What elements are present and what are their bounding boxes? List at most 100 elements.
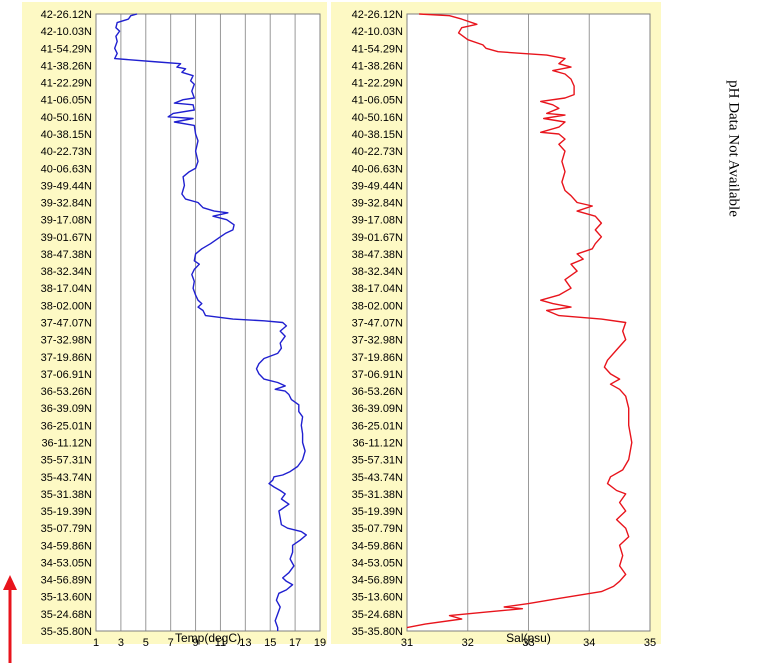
temp-y-tick-label: 39-01.67N [41, 232, 92, 244]
sal-x-tick-label: 31 [401, 637, 413, 649]
sal-y-tick-label: 39-49.44N [352, 180, 403, 192]
sal-y-tick-label: 36-53.26N [352, 386, 403, 398]
temp-x-tick-label: 13 [239, 637, 251, 649]
temp-y-tick-label: 35-13.60N [41, 592, 92, 604]
temp-y-tick-label: 36-39.09N [41, 403, 92, 415]
ph-unavailable-note: pH Data Not Available [700, 0, 767, 668]
temp-x-tick-label: 9 [192, 637, 198, 649]
temp-y-tick-label: 35-43.74N [41, 472, 92, 484]
sal-y-tick-label: 37-47.07N [352, 318, 403, 330]
sal-y-tick-label: 34-56.89N [352, 575, 403, 587]
temp-y-tick-label: 37-32.98N [41, 335, 92, 347]
sal-y-tick-label: 39-01.67N [352, 232, 403, 244]
temp-y-tick-label: 36-53.26N [41, 386, 92, 398]
temp-y-tick-label: 36-11.12N [41, 437, 92, 449]
sal-y-tick-label: 40-22.73N [352, 146, 403, 158]
sal-y-tick-label: 40-50.16N [352, 112, 403, 124]
temp-y-tick-label: 42-26.12N [41, 9, 92, 21]
temp-y-tick-label: 35-19.39N [41, 506, 92, 518]
sal-y-tick-label: 41-38.26N [352, 60, 403, 72]
sal-y-tick-label: 35-31.38N [352, 489, 403, 501]
sal-y-tick-label: 38-02.00N [352, 300, 403, 312]
sal-y-tick-label: 38-32.34N [352, 266, 403, 278]
sal-y-tick-label: 38-17.04N [352, 283, 403, 295]
sal-y-tick-label: 41-54.29N [352, 43, 403, 55]
sal-axis-title: Sal(psu) [506, 631, 551, 645]
temp-x-tick-label: 1 [93, 637, 99, 649]
sal-profile-line [406, 13, 633, 629]
temp-y-tick-label: 37-47.07N [41, 318, 92, 330]
sal-y-tick-label: 36-25.01N [352, 420, 403, 432]
temp-y-tick-label: 35-57.31N [41, 455, 92, 467]
temp-x-tick-label: 7 [168, 637, 174, 649]
temp-y-tick-label: 38-02.00N [41, 300, 92, 312]
temp-x-tick-label: 17 [289, 637, 301, 649]
temp-y-tick-label: 37-06.91N [41, 369, 92, 381]
temp-axis-title: Temp(degC) [175, 631, 241, 645]
temp-y-tick-label: 35-35.80N [41, 626, 92, 638]
arrow-head [3, 575, 17, 590]
temp-y-tick-label: 40-22.73N [41, 146, 92, 158]
sal-y-tick-label: 40-06.63N [352, 163, 403, 175]
temp-y-tick-label: 35-31.38N [41, 489, 92, 501]
temp-plot-frame [95, 13, 321, 632]
sal-y-tick-label: 41-22.29N [352, 78, 403, 90]
sal-y-tick-label: 37-19.86N [352, 352, 403, 364]
sal-plot-frame [406, 13, 651, 632]
temp-y-tick-label: 38-17.04N [41, 283, 92, 295]
sal-x-tick-label: 33 [522, 637, 534, 649]
sal-y-tick-label: 34-59.86N [352, 540, 403, 552]
temp-y-tick-label: 40-38.15N [41, 129, 92, 141]
sal-y-tick-label: 35-13.60N [352, 592, 403, 604]
sal-y-tick-label: 37-32.98N [352, 335, 403, 347]
temp-y-tick-label: 38-47.38N [41, 249, 92, 261]
sal-y-tick-label: 36-11.12N [352, 437, 403, 449]
sal-y-tick-label: 42-10.03N [352, 26, 403, 38]
temp-plot-area [96, 14, 320, 631]
sal-y-tick-label: 35-57.31N [352, 455, 403, 467]
sal-y-tick-label: 35-43.74N [352, 472, 403, 484]
temp-y-tick-label: 41-38.26N [41, 60, 92, 72]
salinity-panel: 31 32 33 34 35 42-26.12N 42-10.03N 41-54.29N 41-… [331, 2, 661, 649]
temp-y-tick-label: 40-06.63N [41, 163, 92, 175]
direction-arrow [3, 575, 17, 663]
sal-y-tick-label: 37-06.91N [352, 369, 403, 381]
chart-canvas: 1 3 5 7 9 11 13 15 17 1942-26.12N42-10.03N41-54.2… [3, 2, 661, 663]
temp-y-tick-label: 35-24.68N [41, 609, 92, 621]
sal-y-tick-label: 35-35.80N [352, 626, 403, 638]
sal-x-tick-label: 35 [644, 637, 656, 649]
temp-x-tick-label: 15 [264, 637, 276, 649]
sal-y-tick-label: 36-39.09N [352, 403, 403, 415]
temp-y-tick-label: 39-32.84N [41, 198, 92, 210]
sal-y-tick-label: 39-17.08N [352, 215, 403, 227]
temp-y-tick-label: 38-32.34N [41, 266, 92, 278]
temp-y-tick-label: 41-06.05N [41, 95, 92, 107]
sal-y-tick-label: 39-32.84N [352, 198, 403, 210]
temp-y-tick-label: 39-17.08N [41, 215, 92, 227]
temp-y-tick-label: 41-54.29N [41, 43, 92, 55]
temp-y-tick-label: 41-22.29N [41, 78, 92, 90]
temp-x-tick-label: 11 [215, 637, 226, 649]
temp-x-tick-label: 19 [314, 637, 326, 649]
sal-y-tick-label: 34-53.05N [352, 557, 403, 569]
sal-x-tick-label: 32 [462, 637, 474, 649]
temp-x-tick-label: 3 [118, 637, 124, 649]
sal-y-tick-label: 42-26.12N [352, 9, 403, 21]
sal-y-tick-label: 38-47.38N [352, 249, 403, 261]
temp-y-tick-label: 36-25.01N [41, 420, 92, 432]
temp-y-tick-label: 37-19.86N [41, 352, 92, 364]
temp-y-tick-label: 40-50.16N [41, 112, 92, 124]
temp-x-tick-label: 5 [143, 637, 149, 649]
temp-y-tick-label: 42-10.03N [41, 26, 92, 38]
temp-y-tick-label: 34-59.86N [41, 540, 92, 552]
sal-y-tick-label: 40-38.15N [352, 129, 403, 141]
sal-y-tick-label: 35-07.79N [352, 523, 403, 535]
temp-y-tick-label: 34-53.05N [41, 557, 92, 569]
temp-y-tick-label: 35-07.79N [41, 523, 92, 535]
sal-x-tick-label: 34 [583, 637, 595, 649]
sal-y-tick-label: 41-06.05N [352, 95, 403, 107]
sal-y-tick-label: 35-24.68N [352, 609, 403, 621]
temp-y-tick-label: 34-56.89N [41, 575, 92, 587]
temperature-panel: 1 3 5 7 9 11 13 15 17 1942-26.12N42-10.03N41-54.2… [22, 2, 327, 649]
ph-note-text: pH Data Not Available [725, 80, 742, 217]
